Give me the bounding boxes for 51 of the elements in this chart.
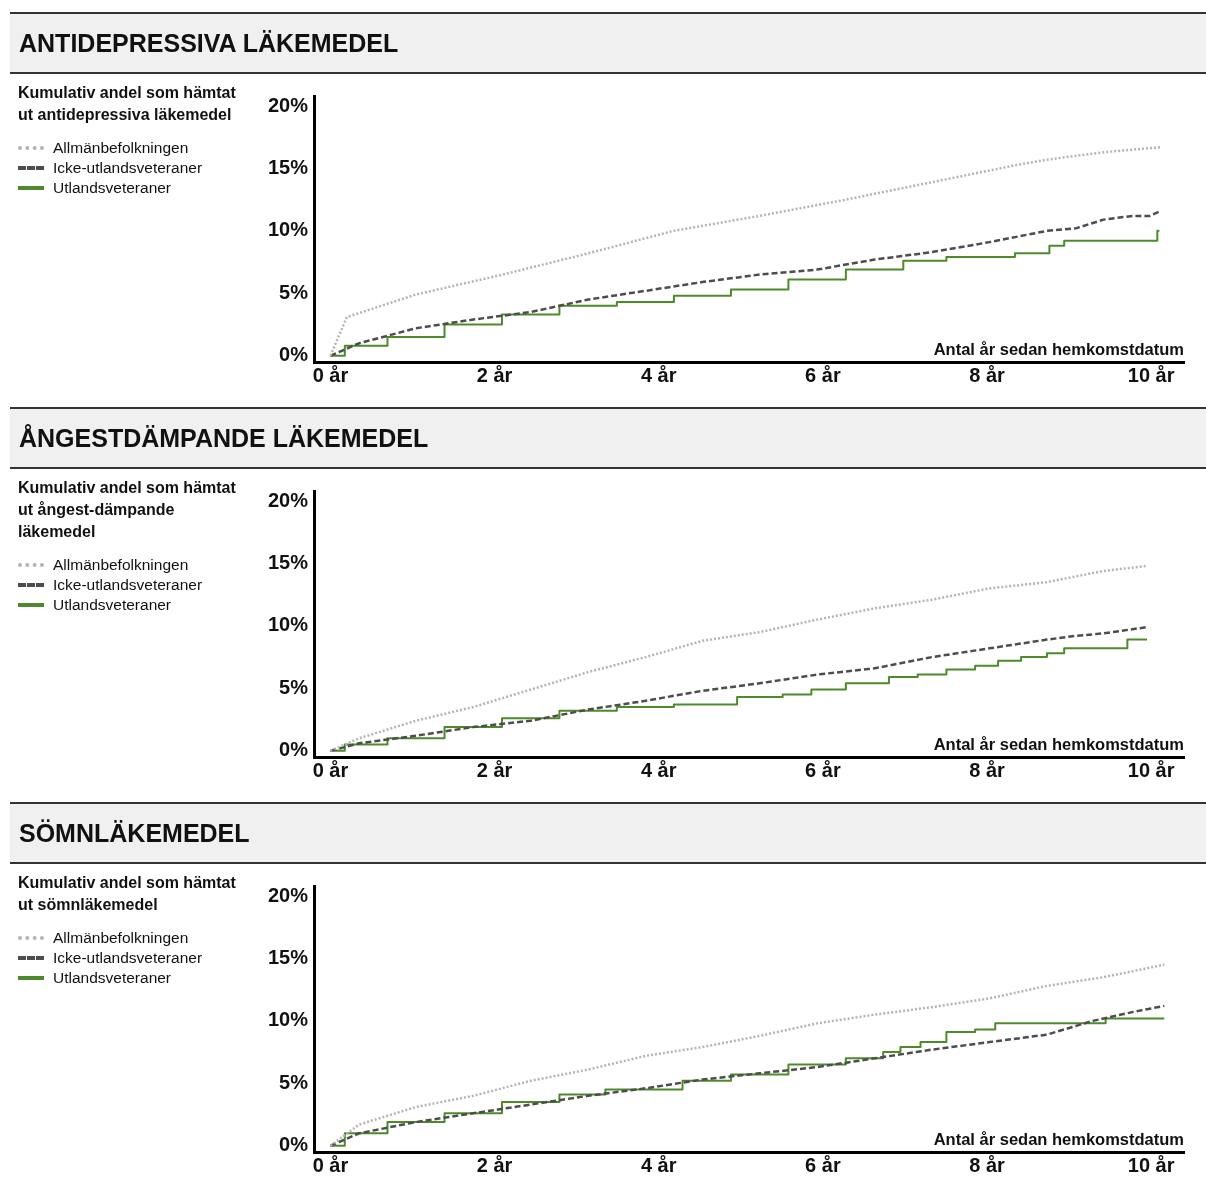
y-tick-label: 20% <box>268 93 309 116</box>
x-tick-label: 10 år <box>1127 758 1175 781</box>
x-tick-label: 0 år <box>312 758 349 781</box>
y-tick-label: 0% <box>279 1133 309 1156</box>
y-tick-label: 15% <box>268 945 309 968</box>
legend-label: Allmänbefolkningen <box>53 555 189 575</box>
x-tick-label: 10 år <box>1127 363 1175 386</box>
y-tick-label: 5% <box>279 280 309 303</box>
legend-label: Allmänbefolkningen <box>53 928 189 948</box>
x-tick-label: 2 år <box>476 363 513 386</box>
y-axis-title: Kumulativ andel som hämtat ut ångest-dämpande läkemedel <box>18 478 236 542</box>
x-tick-label: 4 år <box>640 758 677 781</box>
x-tick-label: 4 år <box>640 1153 677 1176</box>
x-tick-label: 6 år <box>805 758 841 781</box>
x-axis-title: Antal år sedan hemkomstdatum <box>933 1130 1184 1149</box>
y-tick-label: 20% <box>268 488 309 511</box>
x-tick-label: 8 år <box>969 363 1006 386</box>
x-tick-label: 6 år <box>805 1153 841 1176</box>
legend-label: Utlandsveteraner <box>53 968 172 988</box>
x-tick-label: 4 år <box>640 363 677 386</box>
y-axis-title: Kumulativ andel som hämtat ut sömnläkemedel <box>18 873 236 915</box>
y-tick-label: 0% <box>279 343 309 366</box>
y-tick-label: 15% <box>268 155 309 178</box>
y-tick-label: 10% <box>268 1008 309 1031</box>
legend-label: Allmänbefolkningen <box>53 138 189 158</box>
chart-title: ÅNGESTDÄMPANDE LÄKEMEDEL <box>10 409 1206 467</box>
x-tick-label: 10 år <box>1127 1153 1175 1176</box>
y-axis-title: Kumulativ andel som hämtat ut antidepressiva läkemedel <box>18 83 236 125</box>
y-tick-label: 10% <box>268 218 309 241</box>
x-tick-label: 2 år <box>476 758 513 781</box>
legend-label: Icke-utlandsveteraner <box>53 575 203 595</box>
x-axis-title: Antal år sedan hemkomstdatum <box>933 735 1184 754</box>
y-tick-label: 20% <box>268 883 309 906</box>
x-tick-label: 8 år <box>969 1153 1006 1176</box>
chart-title: ANTIDEPRESSIVA LÄKEMEDEL <box>10 14 1206 72</box>
chart-title: SÖMNLÄKEMEDEL <box>10 804 1206 862</box>
x-tick-label: 0 år <box>312 1153 349 1176</box>
x-tick-label: 0 år <box>312 363 349 386</box>
y-tick-label: 5% <box>279 1070 309 1093</box>
legend-label: Utlandsveteraner <box>53 595 172 615</box>
x-tick-label: 6 år <box>805 363 841 386</box>
legend-label: Icke-utlandsveteraner <box>53 158 203 178</box>
x-tick-label: 8 år <box>969 758 1006 781</box>
x-axis-title: Antal år sedan hemkomstdatum <box>933 340 1184 359</box>
legend-label: Icke-utlandsveteraner <box>53 948 203 968</box>
legend-label: Utlandsveteraner <box>53 178 172 198</box>
y-tick-label: 0% <box>279 738 309 761</box>
y-tick-label: 15% <box>268 550 309 573</box>
y-tick-label: 5% <box>279 675 309 698</box>
x-tick-label: 2 år <box>476 1153 513 1176</box>
y-tick-label: 10% <box>268 613 309 636</box>
